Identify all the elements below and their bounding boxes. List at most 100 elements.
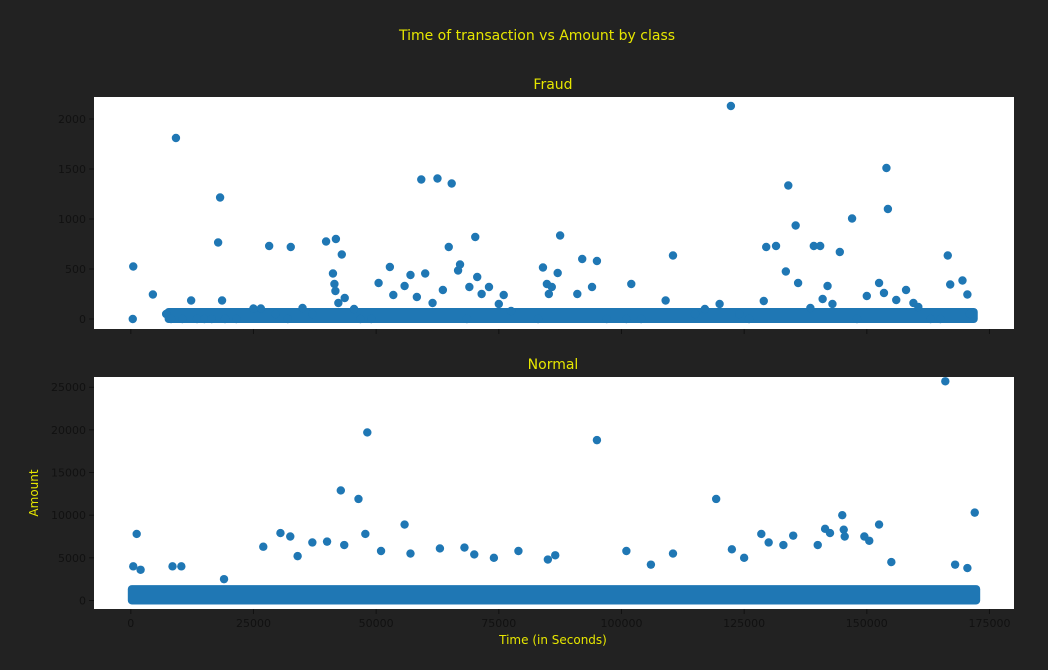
scatter-point [901, 285, 911, 295]
scatter-point [926, 314, 935, 324]
scatter-point [963, 290, 972, 299]
scatter-point [887, 557, 896, 567]
fraud-panel-title: Fraud [533, 77, 572, 93]
y-tick-label: 20000 [51, 424, 86, 437]
scatter-point [433, 174, 442, 183]
scatter-point [256, 304, 266, 313]
scatter-point [839, 525, 848, 534]
scatter-point [465, 282, 474, 292]
scatter-point [759, 296, 768, 306]
scatter-point [177, 562, 186, 571]
scatter-point [271, 309, 280, 319]
scatter-point [950, 560, 960, 569]
scatter-point [874, 520, 884, 529]
normal-axes: 0 5000 10000 15000 20000 25000 0 25000 50000 7500… [51, 381, 1010, 630]
scatter-point [264, 241, 274, 251]
scatter-point [340, 293, 349, 303]
scatter-point [636, 314, 646, 324]
scatter-point [744, 314, 754, 324]
scatter-point [865, 536, 874, 545]
scatter-point [286, 532, 295, 541]
scatter-point [592, 256, 602, 266]
scatter-point [543, 555, 553, 564]
scatter-point [447, 179, 456, 188]
scatter-point [764, 538, 773, 547]
scatter-point [946, 280, 955, 289]
scatter-point [132, 529, 141, 539]
scatter-point [376, 546, 386, 556]
normal-panel-title: Normal [528, 357, 579, 373]
scatter-point [220, 314, 230, 324]
scatter-point [178, 314, 187, 324]
y-tick-label: 25000 [51, 381, 86, 394]
scatter-point [331, 286, 340, 296]
scatter-point [690, 309, 700, 319]
scatter-point [321, 237, 331, 246]
scatter-point [779, 540, 788, 550]
scatter-point [406, 270, 415, 280]
scatter-point [578, 254, 587, 264]
scatter-point [862, 291, 871, 301]
fraud-points [128, 101, 975, 324]
scatter-point [784, 181, 793, 190]
scatter-point [739, 553, 749, 563]
scatter-point [477, 289, 486, 299]
scatter-point [661, 296, 670, 305]
scatter-point [331, 234, 341, 244]
scatter-point [412, 292, 422, 302]
y-tick-label: 0 [79, 313, 86, 326]
scatter-point [587, 282, 597, 292]
scatter-point [818, 294, 827, 304]
scatter-point [963, 563, 972, 573]
scatter-point [308, 309, 317, 319]
scatter-point [330, 279, 339, 289]
scatter-point [249, 304, 258, 313]
scatter-point [835, 247, 845, 257]
scatter-point [622, 546, 631, 556]
scatter-point [958, 276, 967, 285]
scatter-point [385, 262, 395, 272]
scatter-point [374, 278, 383, 288]
fraud-scatter-panel: 0 500 1000 1500 2000 [58, 97, 1014, 334]
normal-points [129, 377, 979, 584]
scatter-point [336, 486, 346, 495]
scatter-point [349, 304, 359, 314]
scatter-point [815, 241, 825, 251]
scatter-point [573, 289, 582, 299]
x-tick-label: 150000 [846, 617, 888, 630]
scatter-point [828, 299, 837, 309]
scatter-point [389, 290, 398, 300]
y-tick-label: 1000 [58, 213, 86, 226]
scatter-point [514, 546, 523, 556]
scatter-point [438, 285, 448, 295]
x-tick-label: 50000 [359, 617, 394, 630]
scatter-point [168, 562, 177, 571]
scatter-point [494, 299, 503, 309]
scatter-point [874, 278, 884, 288]
x-tick-label: 75000 [481, 617, 516, 630]
scatter-point [308, 538, 317, 547]
scatter-point [334, 298, 343, 308]
scatter-point [914, 302, 923, 312]
scatter-point [555, 231, 565, 240]
scatter-point [840, 532, 849, 541]
normal-scatter-panel: 0 5000 10000 15000 20000 25000 0 25000 50000 7500… [51, 377, 1014, 630]
scatter-point [533, 314, 543, 324]
x-tick-label: 0 [127, 617, 134, 630]
scatter-point [400, 281, 409, 291]
scatter-point [363, 428, 372, 437]
scatter-point [367, 314, 376, 324]
scatter-point [879, 288, 889, 298]
scatter-point [538, 263, 548, 272]
scatter-point [322, 537, 332, 546]
y-tick-label: 5000 [58, 552, 86, 565]
scatter-point [771, 241, 781, 251]
scatter-point [484, 282, 494, 292]
scatter-point [166, 314, 176, 324]
scatter-point [186, 296, 196, 305]
scatter-point [762, 242, 771, 252]
scatter-point [354, 494, 363, 504]
y-tick-label: 500 [65, 263, 86, 276]
scatter-point [809, 241, 819, 251]
scatter-point [852, 314, 862, 324]
